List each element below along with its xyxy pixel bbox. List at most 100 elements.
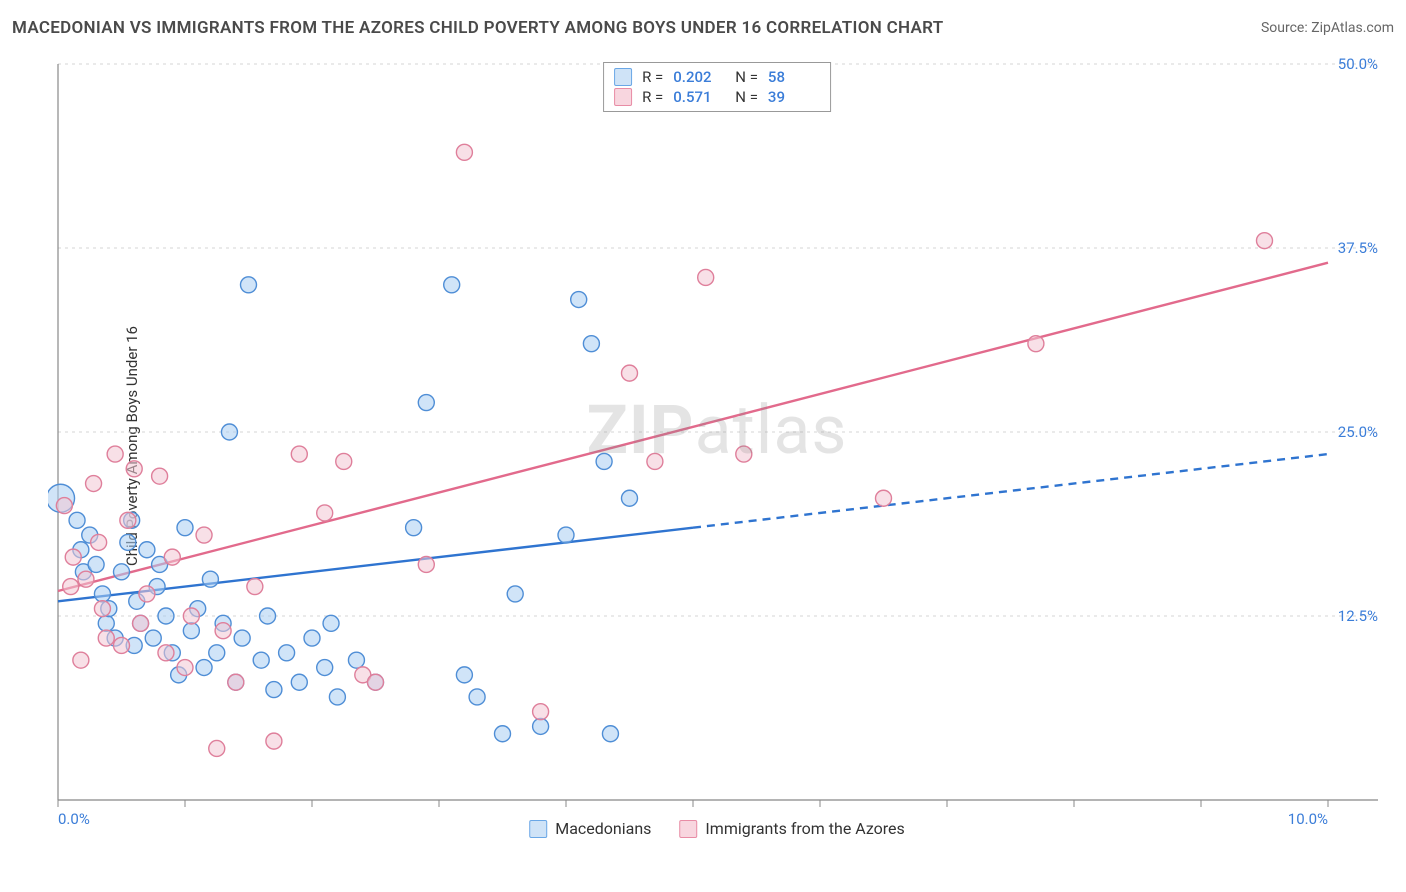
data-point (120, 534, 136, 550)
data-point (158, 608, 174, 624)
trend-line-dashed (693, 454, 1328, 528)
data-point (507, 586, 523, 602)
legend-item: Macedonians (529, 819, 651, 838)
data-point (133, 615, 149, 631)
legend-label: Macedonians (555, 819, 651, 838)
data-point (177, 520, 193, 536)
data-point (228, 674, 244, 690)
y-tick-label: 12.5% (1338, 607, 1378, 625)
data-point (221, 424, 237, 440)
data-point (317, 660, 333, 676)
data-point (202, 571, 218, 587)
stat-legend-row: R =0.571N =39 (614, 87, 820, 107)
legend-item: Immigrants from the Azores (679, 819, 904, 838)
data-point (183, 623, 199, 639)
data-point (533, 704, 549, 720)
data-point (533, 718, 549, 734)
data-point (196, 660, 212, 676)
data-point (139, 586, 155, 602)
data-point (164, 549, 180, 565)
data-point (94, 601, 110, 617)
data-point (266, 733, 282, 749)
y-tick-label: 25.0% (1338, 423, 1378, 441)
stat-n-value: 39 (768, 88, 820, 106)
data-point (279, 645, 295, 661)
data-point (209, 645, 225, 661)
data-point (183, 608, 199, 624)
chart-header: MACEDONIAN VS IMMIGRANTS FROM THE AZORES… (12, 18, 1394, 38)
data-point (558, 527, 574, 543)
data-point (98, 630, 114, 646)
data-point (456, 144, 472, 160)
data-point (260, 608, 276, 624)
data-point (158, 645, 174, 661)
data-point (86, 476, 102, 492)
data-point (63, 579, 79, 595)
stat-n-value: 58 (768, 68, 820, 86)
legend-swatch (614, 88, 632, 106)
legend-swatch (679, 820, 697, 838)
data-point (698, 269, 714, 285)
data-point (418, 395, 434, 411)
data-point (209, 740, 225, 756)
data-point (94, 586, 110, 602)
scatter-plot: 12.5% 25.0% 37.5% 50.0% 0.0% 10.0% (48, 56, 1386, 836)
stat-r-value: 0.571 (673, 88, 725, 106)
data-point (69, 512, 85, 528)
data-point (336, 453, 352, 469)
data-point (266, 682, 282, 698)
data-point (291, 446, 307, 462)
x-tick-label: 10.0% (1288, 810, 1328, 828)
data-point (247, 579, 263, 595)
data-point (736, 446, 752, 462)
data-point (78, 571, 94, 587)
data-point (1257, 233, 1273, 249)
data-point (120, 512, 136, 528)
data-point (177, 660, 193, 676)
stat-legend: R =0.202N =58R =0.571N =39 (603, 62, 831, 112)
data-point (114, 637, 130, 653)
data-point (1028, 336, 1044, 352)
x-tick-label: 0.0% (58, 810, 90, 828)
stat-r-label: R = (642, 68, 663, 86)
data-point (65, 549, 81, 565)
data-point (139, 542, 155, 558)
data-point (107, 446, 123, 462)
stat-n-label: N = (735, 68, 758, 86)
data-point (495, 726, 511, 742)
data-point (152, 468, 168, 484)
data-point (406, 520, 422, 536)
y-tick-label: 50.0% (1338, 56, 1378, 73)
data-point (622, 365, 638, 381)
data-point (98, 615, 114, 631)
data-point (647, 453, 663, 469)
data-point (56, 498, 72, 514)
series-legend: Macedonians Immigrants from the Azores (529, 819, 905, 838)
data-point (291, 674, 307, 690)
data-point (418, 556, 434, 572)
data-point (571, 292, 587, 308)
data-point (215, 623, 231, 639)
data-point (304, 630, 320, 646)
data-point (126, 461, 142, 477)
data-point (444, 277, 460, 293)
chart-title: MACEDONIAN VS IMMIGRANTS FROM THE AZORES… (12, 18, 943, 38)
data-point (456, 667, 472, 683)
data-point (469, 689, 485, 705)
legend-swatch (529, 820, 547, 838)
data-point (91, 534, 107, 550)
stat-r-label: R = (642, 88, 663, 106)
chart-area: Child Poverty Among Boys Under 16 12.5%2… (48, 56, 1386, 836)
data-point (234, 630, 250, 646)
data-point (329, 689, 345, 705)
y-tick-label: 37.5% (1338, 239, 1378, 257)
data-point (196, 527, 212, 543)
data-point (323, 615, 339, 631)
data-point (622, 490, 638, 506)
data-point (253, 652, 269, 668)
data-point (876, 490, 892, 506)
stat-r-value: 0.202 (673, 68, 725, 86)
data-point (602, 726, 618, 742)
data-point (88, 556, 104, 572)
data-point (348, 652, 364, 668)
